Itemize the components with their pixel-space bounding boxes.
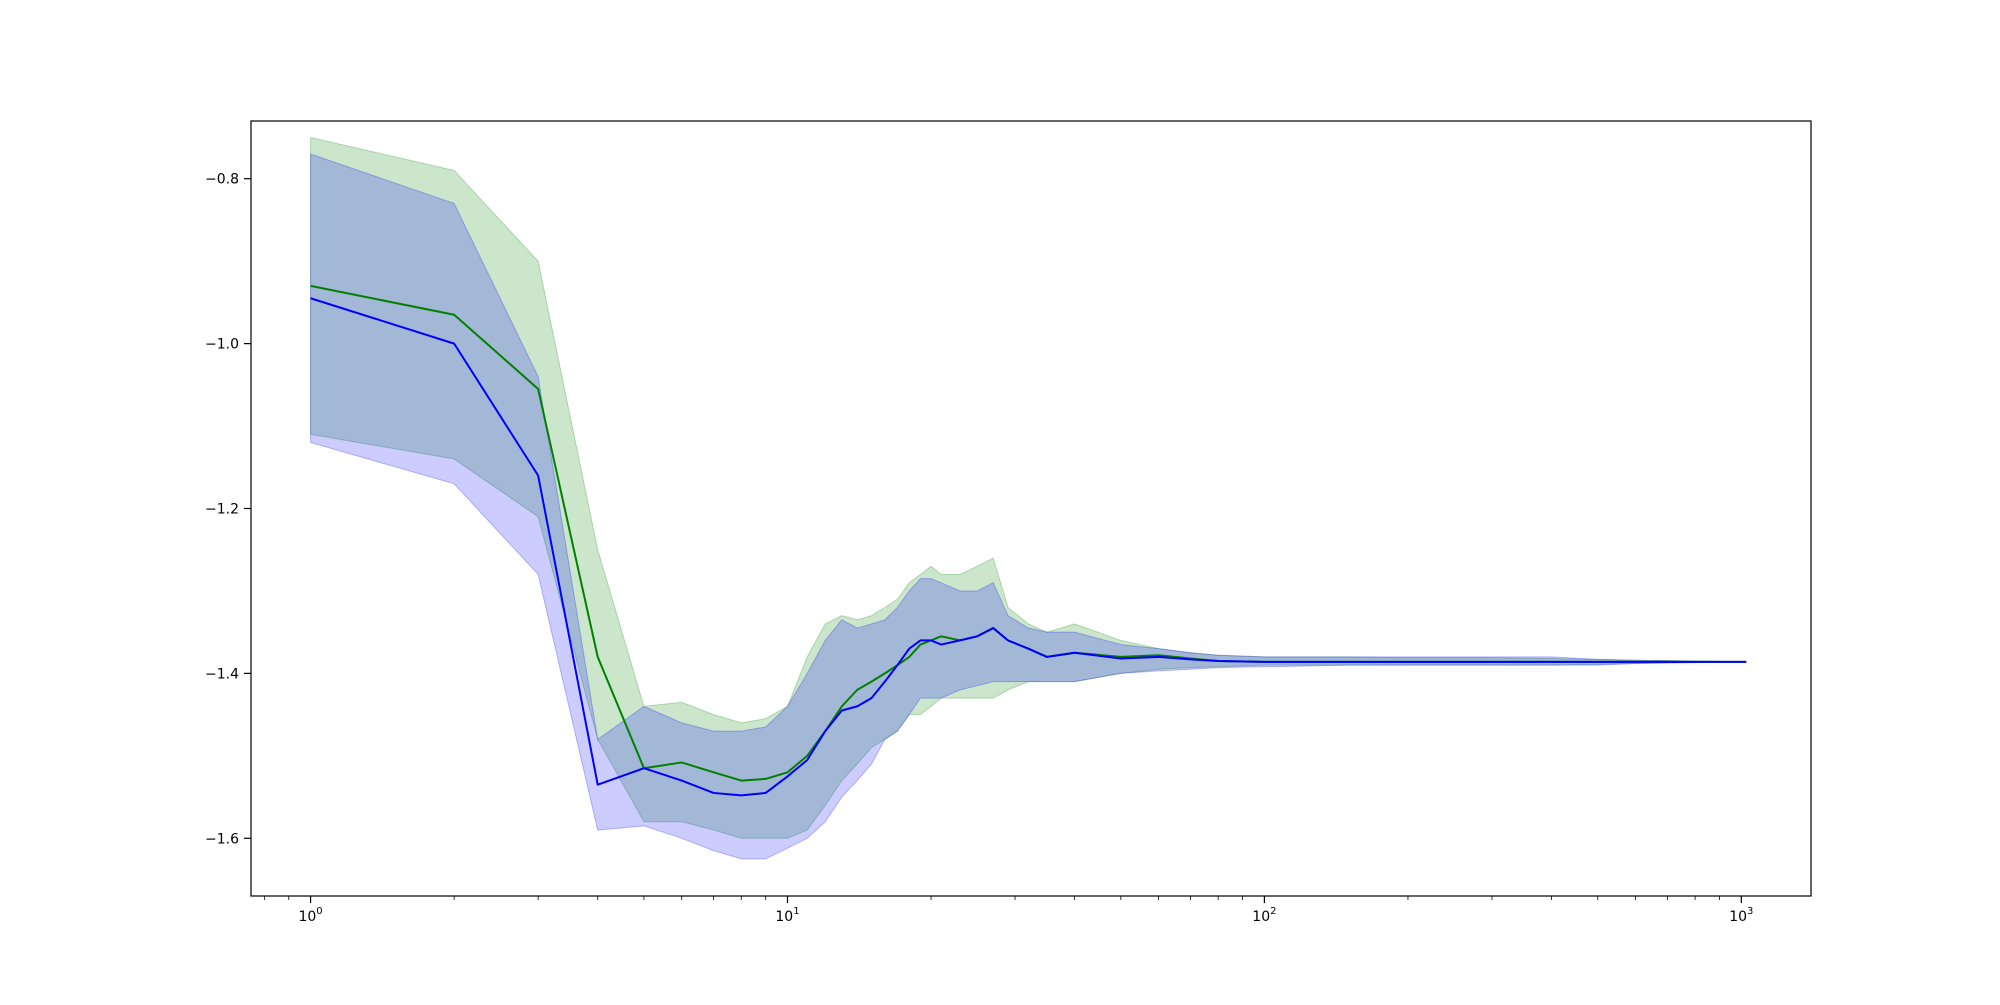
y-axis: −0.8 −1.0 −1.2 −1.4 −1.6 [205, 172, 251, 847]
series-2-line [310, 297, 1747, 797]
y-tick-label: −1.2 [205, 502, 239, 518]
x-tick-label: 100 [298, 906, 322, 925]
y-tick-label: −0.8 [205, 172, 239, 188]
x-axis: 100 101 102 103 [263, 896, 1753, 925]
x-tick-label: 102 [1252, 906, 1276, 925]
y-tick-label: −1.0 [205, 337, 239, 353]
confidence-bands [310, 136, 1747, 860]
y-tick-label: −1.6 [205, 831, 239, 847]
x-tick-label: 101 [775, 906, 799, 925]
series-lines [310, 284, 1747, 797]
y-tick-label: −1.4 [205, 666, 239, 682]
x-tick-label: 103 [1729, 906, 1753, 925]
